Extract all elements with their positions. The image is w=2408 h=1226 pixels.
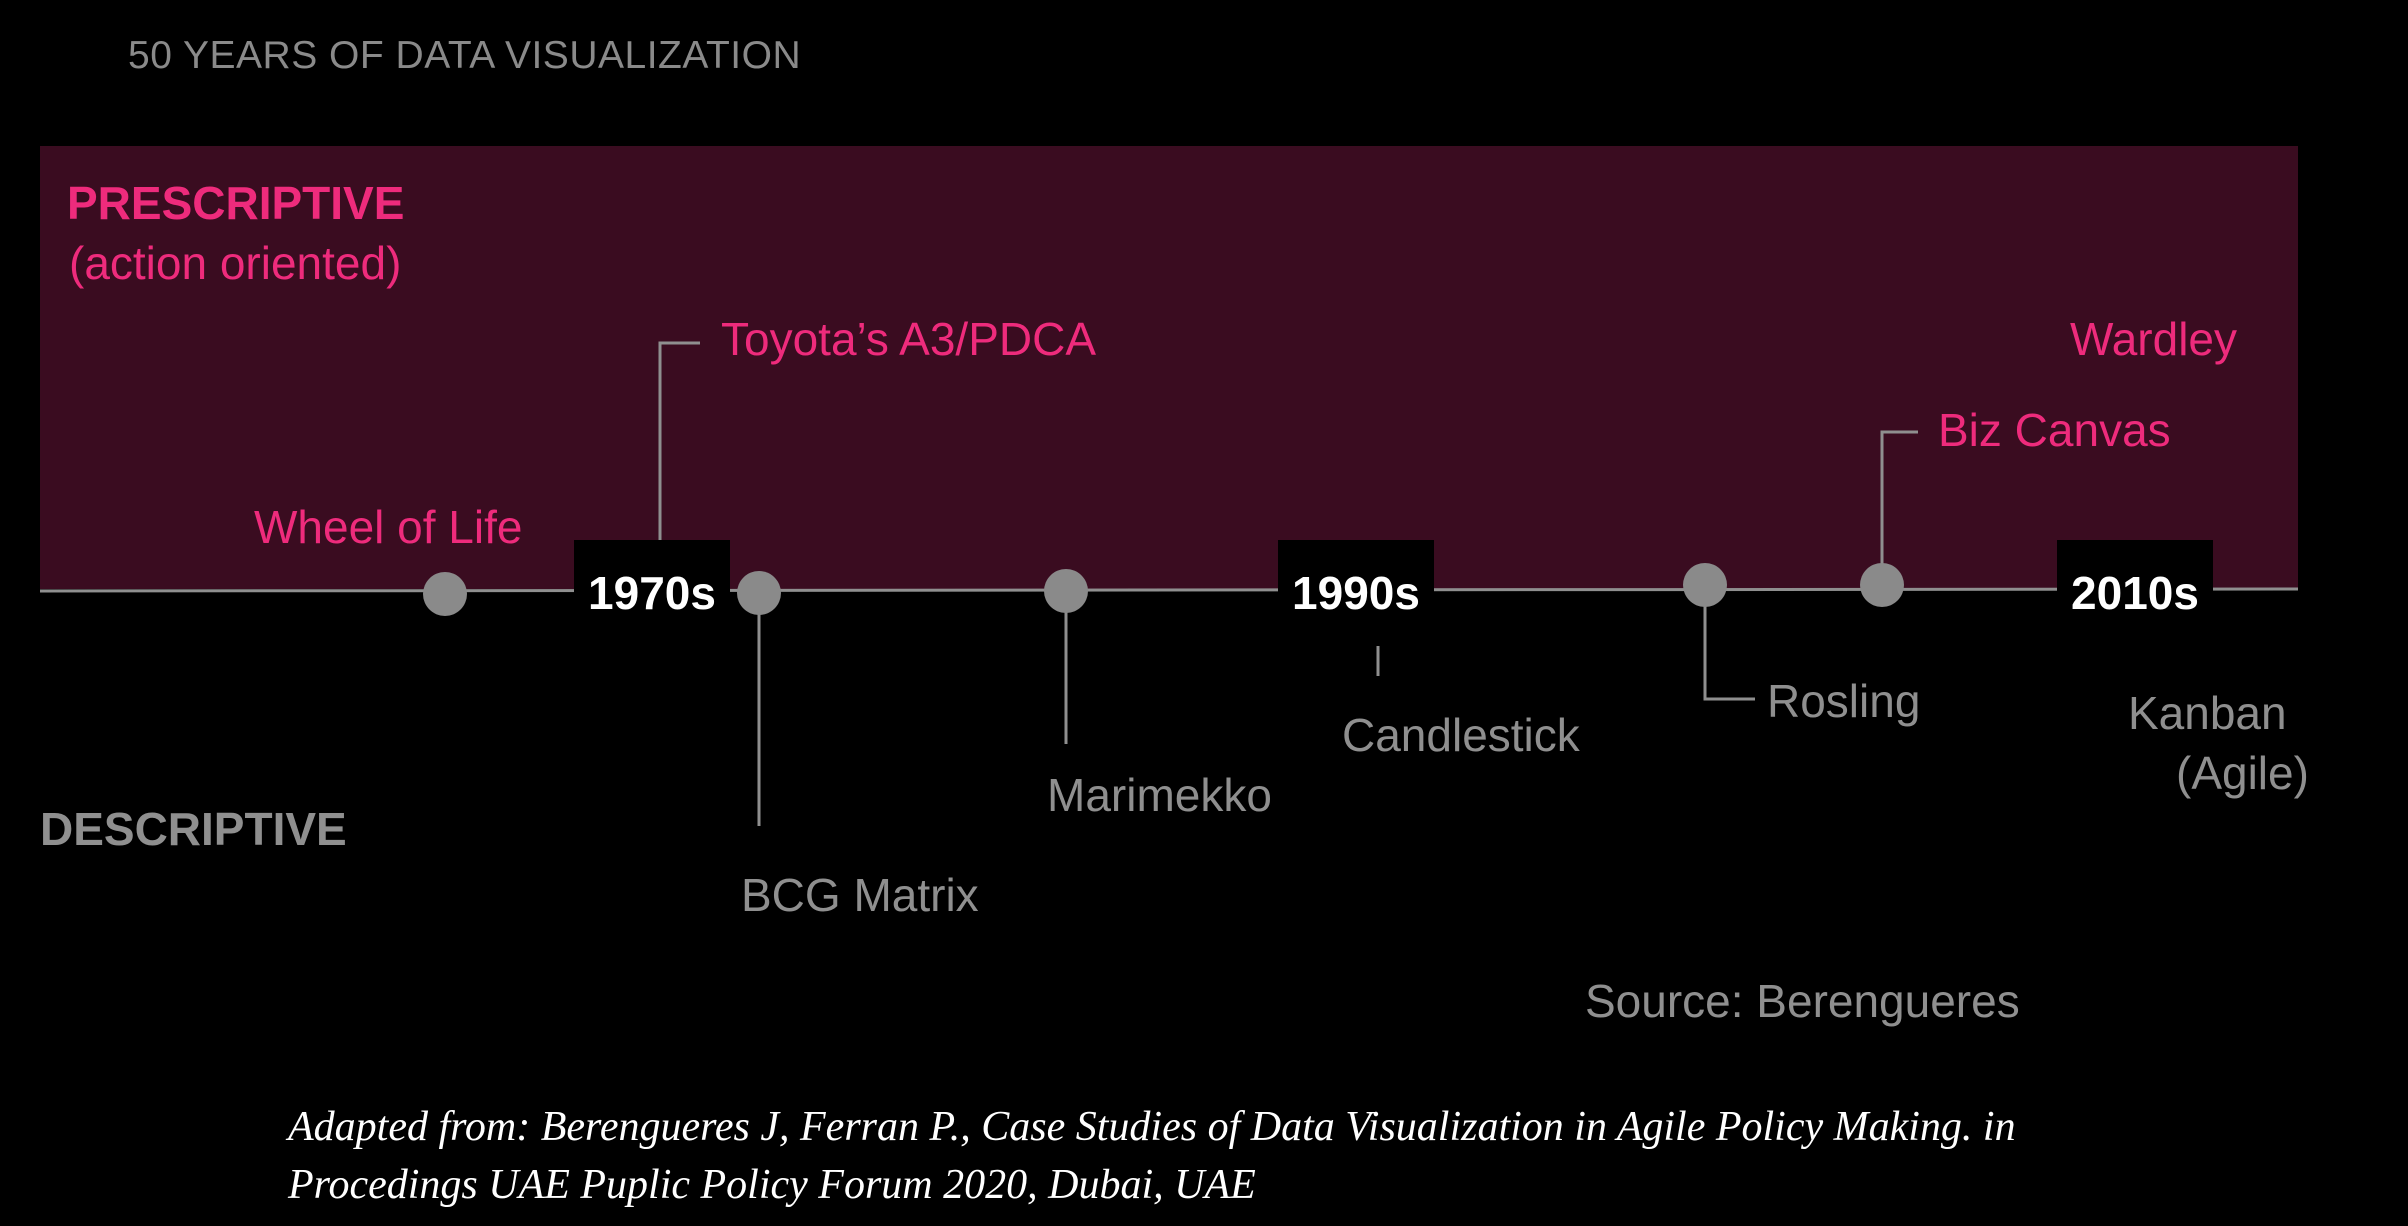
source-label: Source: Berengueres xyxy=(1585,975,2020,1027)
decade-2010s: 2010s xyxy=(2057,540,2213,646)
citation: Adapted from: Berengueres J, Ferran P., … xyxy=(288,1104,2016,1208)
marimekko-dot xyxy=(1044,569,1088,613)
bizcanvas-dot xyxy=(1860,563,1904,607)
decade-1990s: 1990s xyxy=(1278,540,1434,646)
rosling-label: Rosling xyxy=(1767,675,1921,727)
wheel-of-life-dot xyxy=(423,572,467,616)
wheel-of-life-label: Wheel of Life xyxy=(254,501,523,553)
prescriptive-sublabel: (action oriented) xyxy=(69,237,402,289)
decade-1970s: 1970s xyxy=(574,540,730,646)
rosling-connector xyxy=(1703,585,1755,701)
kanban-sublabel: (Agile) xyxy=(2176,747,2309,799)
rosling-dot xyxy=(1683,563,1727,607)
bcg-dot xyxy=(737,571,781,615)
bizcanvas-connector xyxy=(1880,430,1918,585)
bcg-matrix-label: BCG Matrix xyxy=(741,869,979,921)
prescriptive-band xyxy=(40,146,2298,589)
descriptive-label: DESCRIPTIVE xyxy=(40,803,347,855)
kanban-label: Kanban xyxy=(2128,687,2287,739)
biz-canvas-label: Biz Canvas xyxy=(1938,404,2171,456)
timeline-axis xyxy=(39,587,2299,593)
toyota-connector xyxy=(658,341,700,540)
prescriptive-label: PRESCRIPTIVE xyxy=(67,177,405,229)
page-title: 50 YEARS OF DATA VISUALIZATION xyxy=(128,34,802,77)
candlestick-label: Candlestick xyxy=(1342,709,1580,761)
marimekko-label: Marimekko xyxy=(1047,769,1272,821)
wardley-label: Wardley xyxy=(2070,313,2237,365)
toyota-label: Toyota’s A3/PDCA xyxy=(721,313,1097,365)
